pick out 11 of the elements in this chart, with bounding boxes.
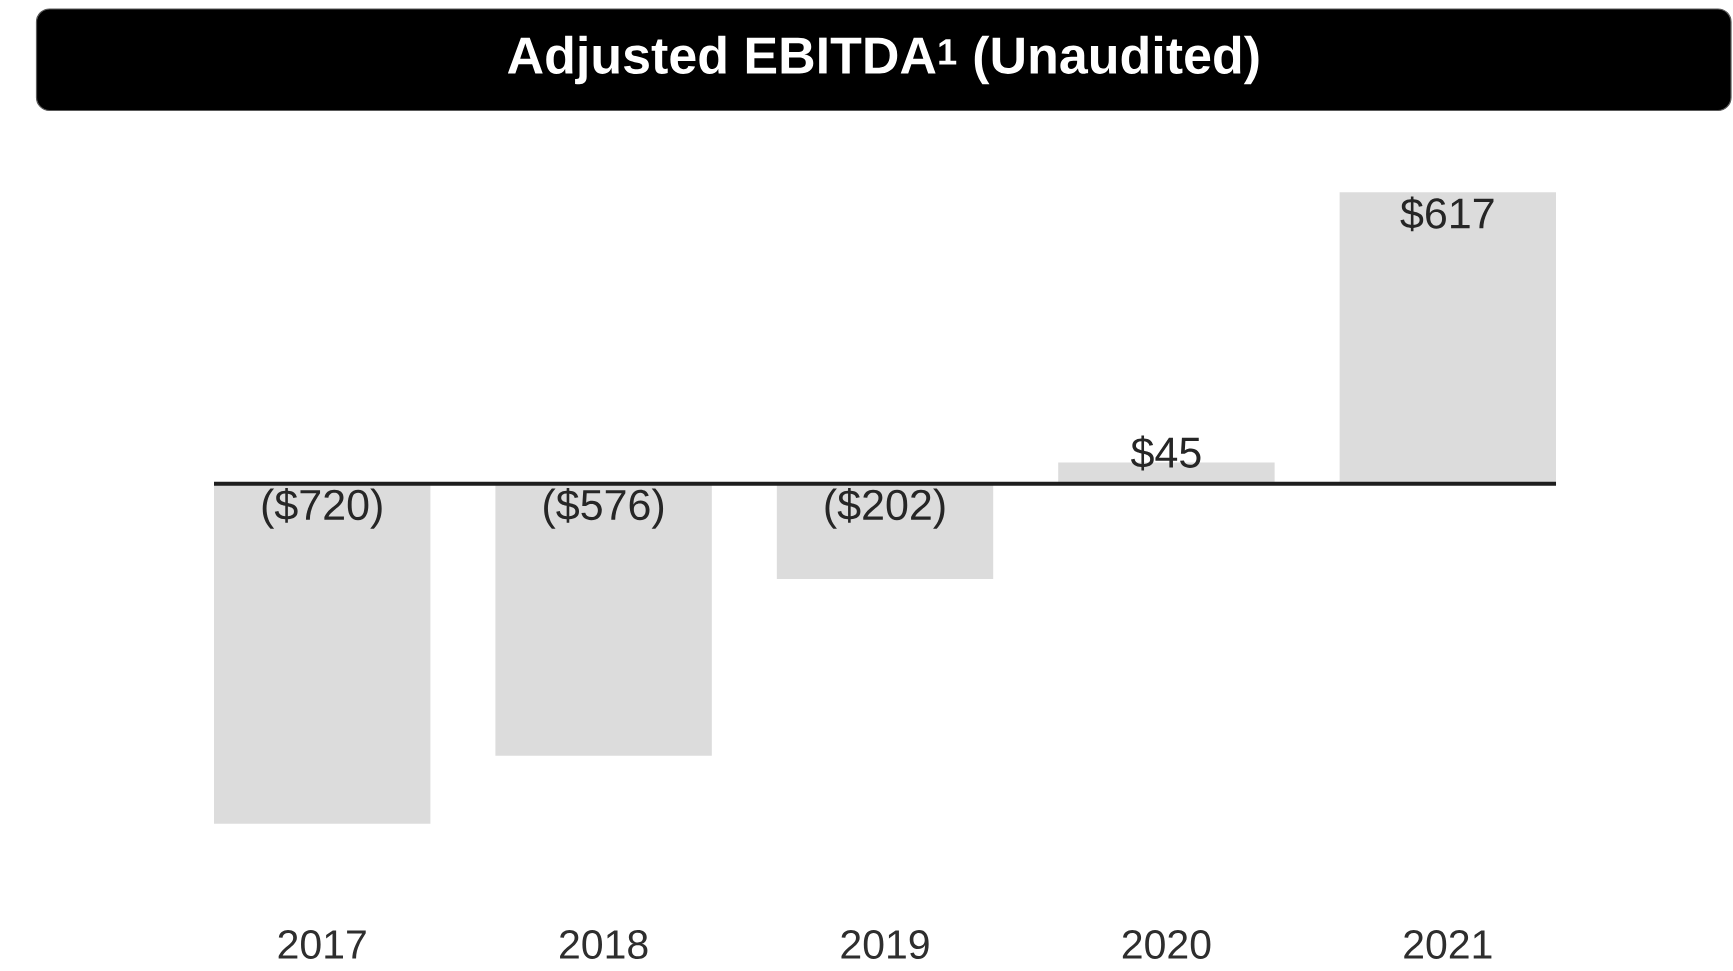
x-tick-label: 2017: [278, 930, 366, 960]
data-label: ($576): [544, 487, 664, 529]
data-label: $45: [1131, 435, 1201, 471]
data-label: $617: [1400, 196, 1494, 232]
chart-title: Adjusted EBITDA$^{1}$ (Unaudited): [507, 35, 1259, 85]
data-label: ($202): [825, 487, 945, 529]
data-label: ($720): [262, 487, 382, 529]
x-tick-label: 2021: [1404, 930, 1492, 960]
x-tick-label: 2020: [1122, 930, 1211, 960]
x-tick-label: 2018: [560, 930, 648, 960]
x-tick-label: 2019: [841, 930, 929, 960]
